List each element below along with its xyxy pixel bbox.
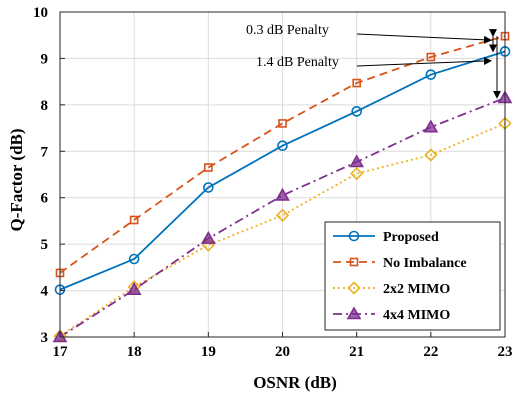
data-point-4x4-mimo [349,154,365,168]
x-tick-label: 21 [349,344,364,360]
data-point-proposed [277,140,288,152]
penalty-annotations: 0.3 dB Penalty 1.4 dB Penalty [246,23,501,99]
data-point-no-imbalance [352,78,361,88]
data-point-4x4-mimo [275,187,290,201]
x-axis-ticks: 17 18 19 20 21 22 23 [53,332,513,360]
y-tick-label: 10 [33,5,48,21]
y-axis-title: Q-Factor (dB) [7,128,26,231]
series-line-2x2-mimo [59,122,506,337]
data-point-proposed [128,253,140,265]
data-point-4x4-mimo [200,230,216,244]
data-point-no-imbalance [204,163,213,172]
legend: Proposed No Imbalance 2x2 MIMO 4x4 MIMO [324,221,501,331]
legend-swatch-marker-no-imbalance [349,257,359,267]
y-tick-label: 6 [41,191,49,207]
x-tick-label: 18 [127,344,142,360]
y-tick-label: 4 [41,284,49,300]
y-tick-label: 9 [41,51,49,67]
y-tick-label: 8 [41,98,49,114]
data-point-proposed [351,106,362,117]
data-point-2x2-mimo [424,148,438,162]
x-tick-label: 23 [498,344,513,360]
series-markers [52,31,513,343]
legend-swatch-marker-proposed [348,230,360,242]
x-axis-title: OSNR (dB) [253,373,337,392]
data-point-no-imbalance [278,119,287,128]
data-point-no-imbalance [426,52,436,62]
legend-label-4x4-mimo: 4x4 MIMO [383,308,450,323]
annotation-arrow-1-4db [356,57,492,67]
data-point-2x2-mimo [350,166,364,181]
series-lines [59,35,506,338]
legend-label-proposed: Proposed [383,230,439,245]
data-point-proposed [425,69,437,80]
x-tick-label: 22 [423,344,438,360]
data-point-no-imbalance [129,215,139,225]
y-tick-label: 3 [41,330,49,346]
series-line-proposed [59,50,506,291]
annotation-text-1-4db: 1.4 dB Penalty [256,55,339,70]
annotation-arrow-0-3db [356,33,492,44]
legend-label-no-imbalance: No Imbalance [383,256,467,271]
y-axis-ticks: 3 4 5 6 7 8 9 10 [33,5,65,346]
legend-swatch-marker-2x2-mimo [347,281,361,295]
y-tick-label: 5 [41,237,49,253]
data-point-4x4-mimo [423,119,439,133]
data-point-proposed [203,182,214,193]
x-tick-label: 20 [275,344,290,360]
legend-label-2x2-mimo: 2x2 MIMO [383,282,450,297]
x-tick-label: 17 [53,344,69,360]
annotation-text-0-3db: 0.3 dB Penalty [246,23,329,38]
series-line-no-imbalance [59,35,506,274]
data-point-2x2-mimo [275,208,290,222]
x-tick-label: 19 [201,344,216,360]
y-tick-label: 7 [41,144,49,160]
data-point-4x4-mimo [126,282,142,295]
legend-swatch-marker-4x4-mimo [346,306,362,320]
